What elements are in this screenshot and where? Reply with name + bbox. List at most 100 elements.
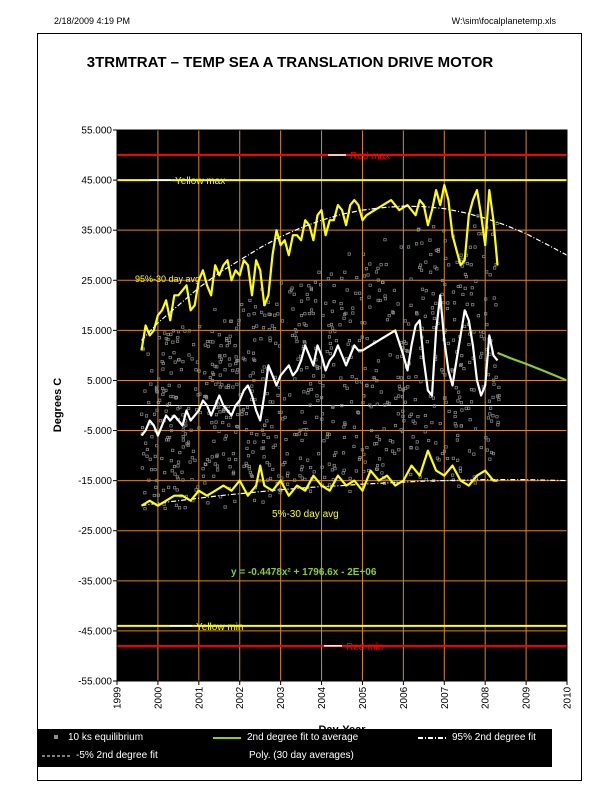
data-point (241, 408, 246, 412)
data-point (141, 426, 145, 430)
data-point (149, 468, 154, 472)
data-point (166, 438, 171, 442)
data-point (215, 365, 219, 369)
data-point (265, 419, 269, 423)
data-point (432, 225, 436, 229)
data-point (366, 273, 370, 277)
data-point (375, 463, 380, 468)
data-point (161, 367, 165, 371)
data-point (486, 416, 490, 420)
data-point (251, 351, 256, 355)
data-point (491, 452, 495, 456)
data-point (237, 318, 241, 322)
data-point (441, 370, 445, 374)
data-point (458, 284, 462, 288)
data-point (381, 463, 385, 467)
data-point (494, 303, 498, 307)
data-point (268, 312, 272, 317)
data-point (216, 468, 220, 472)
data-point (384, 263, 388, 267)
data-point (156, 493, 160, 497)
x-tick-label: 1999 (113, 686, 124, 709)
y-tick-label: 35.000 (81, 226, 112, 237)
data-point (453, 410, 457, 415)
data-point (175, 488, 179, 492)
data-point (383, 238, 387, 242)
data-point (494, 375, 498, 379)
data-point (431, 292, 435, 296)
data-point (473, 224, 477, 228)
data-point (358, 456, 362, 460)
data-point (472, 452, 476, 456)
data-point (217, 333, 221, 337)
data-point (140, 412, 144, 416)
data-point (181, 428, 185, 432)
data-point (306, 458, 310, 462)
data-point (424, 260, 428, 264)
data-point (298, 428, 302, 432)
data-point (244, 412, 248, 416)
data-point (456, 433, 460, 437)
data-point (492, 378, 496, 382)
data-point (399, 428, 403, 432)
data-point (320, 396, 324, 400)
reference-label: Red min (346, 642, 383, 653)
data-point (346, 342, 350, 346)
data-point (303, 420, 307, 424)
data-point (262, 446, 266, 450)
data-point (155, 444, 159, 448)
data-point (482, 330, 486, 334)
data-point (147, 478, 151, 482)
data-point (394, 480, 398, 484)
data-point (157, 377, 161, 381)
data-point (176, 464, 180, 468)
data-point (451, 473, 455, 477)
data-point (309, 382, 313, 386)
data-point (302, 322, 306, 326)
data-point (395, 355, 399, 359)
data-point (307, 284, 311, 288)
data-point (282, 397, 287, 401)
data-point (354, 291, 358, 295)
data-point (305, 428, 309, 432)
data-point (384, 448, 388, 452)
data-point (326, 432, 330, 436)
data-point (319, 283, 323, 287)
data-point (312, 374, 316, 378)
data-point (292, 292, 296, 296)
data-point (272, 327, 277, 331)
data-point (368, 305, 372, 309)
data-point (291, 307, 295, 311)
data-point (309, 387, 313, 392)
data-point (273, 313, 277, 317)
data-point (280, 319, 285, 323)
data-point (329, 272, 333, 276)
data-point (281, 463, 285, 467)
data-point (198, 411, 202, 415)
data-point (497, 385, 501, 390)
legend-item-green-fit: 2nd degree fit to average (213, 732, 358, 743)
data-point (296, 357, 300, 361)
data-point (320, 465, 324, 469)
data-point (174, 503, 178, 507)
data-point (379, 263, 383, 267)
data-point (365, 383, 369, 387)
data-point (393, 424, 398, 428)
data-point (383, 403, 387, 407)
x-tick-label: 2004 (317, 686, 328, 709)
data-point (273, 443, 277, 447)
data-point (472, 330, 476, 334)
data-point (474, 279, 478, 283)
data-point (409, 445, 413, 450)
data-point (407, 375, 411, 379)
data-point (457, 484, 461, 488)
data-point (479, 355, 483, 359)
data-point (452, 301, 457, 305)
data-point (482, 254, 486, 259)
x-tick-label: 2000 (153, 686, 164, 709)
legend-swatch-95 (418, 736, 446, 739)
data-point (161, 352, 165, 356)
data-point (269, 476, 273, 481)
x-tick-label: 2006 (399, 686, 410, 709)
data-point (476, 314, 480, 318)
